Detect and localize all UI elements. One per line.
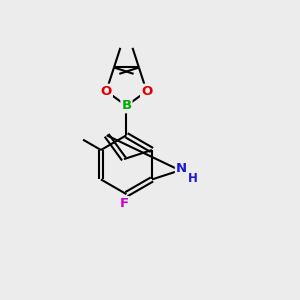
- Text: O: O: [141, 85, 152, 98]
- Text: F: F: [119, 197, 129, 210]
- Text: O: O: [101, 85, 112, 98]
- Text: B: B: [122, 99, 131, 112]
- Text: N: N: [176, 162, 187, 176]
- Text: H: H: [188, 172, 197, 185]
